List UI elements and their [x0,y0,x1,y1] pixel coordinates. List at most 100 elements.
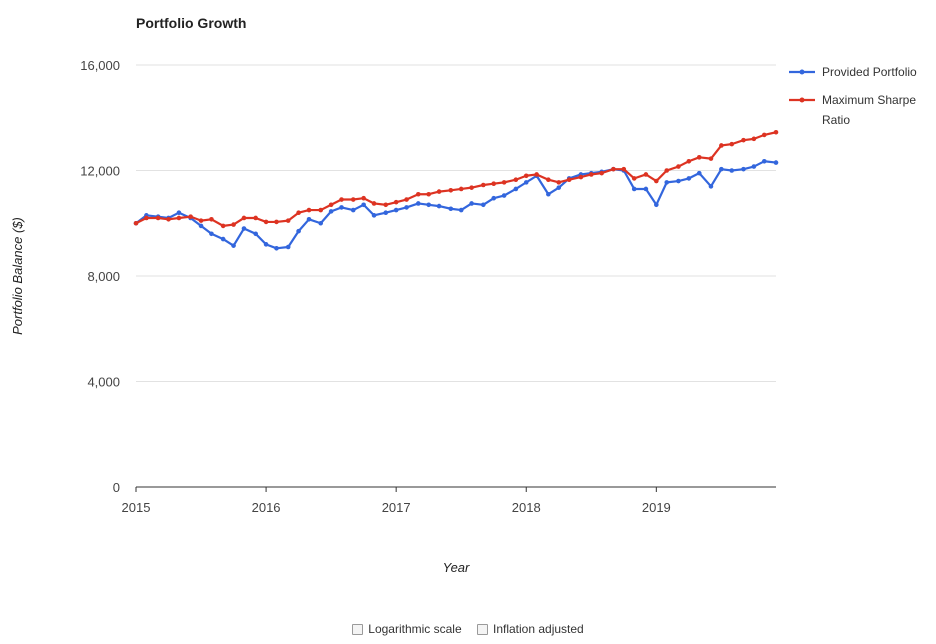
data-point[interactable] [599,170,604,176]
data-point[interactable] [631,186,637,192]
data-point[interactable] [393,207,399,213]
data-point[interactable] [285,244,291,250]
data-point[interactable] [481,202,486,208]
data-point[interactable] [241,215,247,221]
data-point[interactable] [296,228,301,234]
data-point[interactable] [621,166,627,172]
data-point[interactable] [371,213,377,218]
data-point[interactable] [469,201,474,206]
data-point[interactable] [209,231,214,237]
data-point[interactable] [144,215,149,221]
data-point[interactable] [318,220,324,226]
data-point[interactable] [188,214,193,219]
data-point[interactable] [729,168,735,173]
data-point[interactable] [220,236,226,242]
data-point[interactable] [676,178,681,184]
data-point[interactable] [404,197,409,202]
data-point[interactable] [274,246,279,251]
data-point[interactable] [448,206,454,212]
data-point[interactable] [611,166,616,172]
data-point[interactable] [643,186,649,192]
data-point[interactable] [241,226,247,231]
data-point[interactable] [643,172,649,177]
data-point[interactable] [133,220,139,226]
data-point[interactable] [339,197,344,202]
data-point[interactable] [176,210,182,215]
data-point[interactable] [773,160,779,165]
data-point[interactable] [741,137,746,143]
data-point[interactable] [654,178,659,184]
data-point[interactable] [523,173,529,179]
data-point[interactable] [523,180,529,185]
data-point[interactable] [719,143,724,148]
data-point[interactable] [448,187,454,193]
data-point[interactable] [263,219,269,225]
data-point[interactable] [176,215,182,221]
data-point[interactable] [501,193,507,198]
data-point[interactable] [426,191,431,197]
data-point[interactable] [393,199,399,205]
data-point[interactable] [306,207,312,213]
data-point[interactable] [253,215,258,221]
data-point[interactable] [708,184,714,189]
data-point[interactable] [491,195,497,201]
data-point[interactable] [361,202,366,208]
data-point[interactable] [588,172,594,177]
data-point[interactable] [198,218,204,223]
data-point[interactable] [404,205,409,210]
data-point[interactable] [198,223,204,229]
data-point[interactable] [578,174,584,180]
data-point[interactable] [773,129,779,135]
data-point[interactable] [285,218,291,223]
data-point[interactable] [491,181,497,186]
data-point[interactable] [761,158,767,164]
data-point[interactable] [383,210,389,215]
data-point[interactable] [513,186,519,192]
data-point[interactable] [263,242,269,247]
data-point[interactable] [676,164,681,169]
data-point[interactable] [339,205,344,210]
data-point[interactable] [566,177,572,183]
data-point[interactable] [458,186,464,192]
data-point[interactable] [729,141,735,147]
data-point[interactable] [546,191,551,197]
data-point[interactable] [328,202,334,208]
data-point[interactable] [231,243,236,248]
data-point[interactable] [696,170,702,176]
data-point[interactable] [534,172,539,177]
data-point[interactable] [415,201,421,206]
inflation-option[interactable]: Inflation adjusted [476,622,584,636]
data-point[interactable] [761,132,767,138]
data-point[interactable] [458,207,464,213]
data-point[interactable] [556,185,562,190]
data-point[interactable] [696,155,702,160]
data-point[interactable] [383,202,389,208]
data-point[interactable] [296,210,301,215]
data-point[interactable] [664,168,670,173]
data-point[interactable] [436,189,442,194]
data-point[interactable] [231,222,236,227]
data-point[interactable] [501,180,507,185]
data-point[interactable] [686,176,692,181]
data-point[interactable] [719,166,724,172]
data-point[interactable] [469,185,474,190]
data-point[interactable] [654,202,659,208]
data-point[interactable] [209,216,214,222]
data-point[interactable] [306,216,312,222]
data-point[interactable] [371,201,377,206]
data-point[interactable] [318,207,324,213]
data-point[interactable] [513,177,519,183]
data-point[interactable] [741,166,746,172]
data-point[interactable] [708,156,714,161]
data-point[interactable] [220,223,226,229]
data-point[interactable] [274,219,279,225]
data-point[interactable] [664,180,670,185]
data-point[interactable] [751,136,757,142]
data-point[interactable] [436,203,442,209]
data-point[interactable] [155,215,161,221]
data-point[interactable] [350,207,356,213]
data-point[interactable] [361,195,366,201]
data-point[interactable] [166,216,171,222]
data-point[interactable] [415,191,421,197]
data-point[interactable] [481,182,486,188]
